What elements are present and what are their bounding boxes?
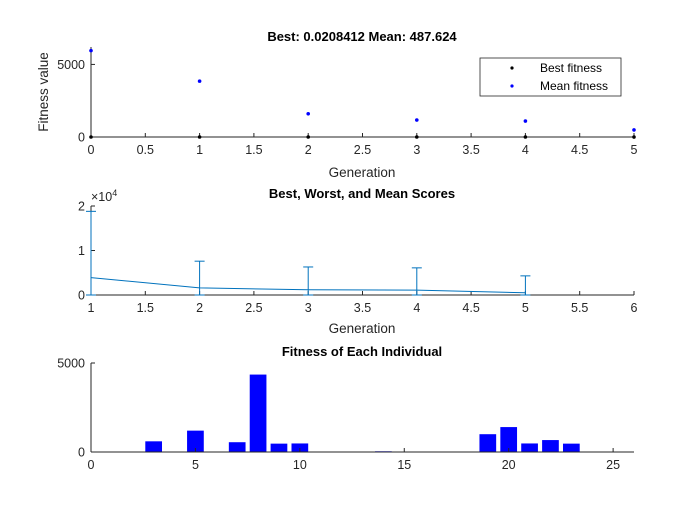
chart2-xtick-label: 4.5 [462, 301, 479, 315]
chart2-xtick-label: 5.5 [571, 301, 588, 315]
best-fitness-point [415, 135, 419, 139]
individual-fitness-bar [542, 440, 559, 452]
chart1-xtick-label: 3.5 [462, 143, 479, 157]
legend-label-best: Best fitness [540, 61, 602, 75]
chart1-xtick-label: 4.5 [571, 143, 588, 157]
chart1-ytick-label: 5000 [57, 58, 85, 72]
chart1-xtick-label: 0 [88, 143, 95, 157]
individual-fitness-bar [270, 443, 288, 452]
chart3-xtick-label: 25 [606, 458, 620, 472]
scores-chart: Best, Worst, and Mean Scores 1 1.5 2 2.5 3 3.… [78, 186, 637, 336]
chart3-xtick-label: 20 [502, 458, 516, 472]
mean-fitness-point [197, 79, 202, 83]
legend-box [479, 57, 622, 97]
best-fitness-point [197, 135, 202, 139]
chart1-xtick-label: 2 [305, 143, 312, 157]
individual-fitness-bar [228, 442, 246, 452]
chart1-ylabel: Fitness value [36, 52, 51, 132]
mean-fitness-point [523, 119, 528, 123]
best-fitness-point [523, 135, 528, 139]
mean-fitness-point [415, 118, 419, 122]
chart1-ticks: 0 0.5 1 1.5 2 2.5 3 3.5 4 4.5 5 0 5000 [57, 58, 637, 157]
chart2-xtick-label: 4 [413, 301, 420, 315]
individual-fitness-bar [562, 443, 580, 452]
chart1-xtick-label: 2.5 [354, 143, 371, 157]
mean-fitness-point [89, 48, 93, 53]
legend-label-mean: Mean fitness [540, 79, 608, 93]
best-fitness-point [306, 135, 311, 139]
chart2-xtick-label: 1.5 [137, 301, 154, 315]
chart3-ytick-label: 5000 [57, 357, 85, 371]
individual-fitness-bar [521, 443, 538, 452]
chart2-xtick-label: 1 [88, 301, 95, 315]
legend-marker-mean [510, 84, 514, 88]
chart1-xtick-label: 3 [413, 143, 420, 157]
chart1-xtick-label: 1 [196, 143, 203, 157]
chart2-marks [86, 210, 531, 296]
chart1-marks [89, 48, 636, 139]
chart1-title: Best: 0.0208412 Mean: 487.624 [267, 29, 457, 44]
chart2-xtick-label: 3.5 [354, 301, 371, 315]
chart1-xtick-label: 0.5 [137, 143, 154, 157]
chart3-ytick-label: 0 [78, 446, 85, 460]
mean-fitness-point [306, 111, 311, 116]
chart3-xtick-label: 10 [293, 458, 307, 472]
chart3-xtick-label: 15 [397, 458, 411, 472]
chart1-xtick-label: 4 [522, 143, 529, 157]
chart1-xlabel: Generation [329, 165, 396, 180]
chart1-legend: Best fitness Mean fitness [479, 57, 622, 97]
mean-fitness-point [632, 128, 636, 132]
legend-marker-best [510, 66, 514, 70]
chart2-xtick-label: 3 [305, 301, 312, 315]
chart2-exponent: ×104 [91, 188, 117, 204]
chart2-xlabel: Generation [329, 321, 396, 336]
fitness-value-chart: Best: 0.0208412 Mean: 487.624 0 0.5 1 1.5 2 2… [36, 29, 638, 180]
individual-fitness-bar [249, 374, 267, 452]
chart3-xtick-label: 0 [88, 458, 95, 472]
best-fitness-point [632, 135, 636, 139]
chart3-marks [145, 374, 580, 452]
chart2-xtick-label: 5 [522, 301, 529, 315]
individual-fitness-bar [500, 427, 518, 452]
individual-fitness-bar [187, 430, 204, 452]
individual-fitness-bar [479, 434, 497, 452]
chart2-ytick-label: 2 [78, 200, 85, 214]
best-fitness-point [89, 135, 93, 139]
chart3-ticks: 0 5 10 15 20 25 0 5000 [57, 357, 620, 473]
chart2-xtick-label: 6 [631, 301, 638, 315]
individual-fitness-chart: Fitness of Each Individual 0 5 10 15 20 25 0 50… [57, 344, 634, 472]
chart3-title: Fitness of Each Individual [282, 344, 442, 359]
chart2-ytick-label: 0 [78, 289, 85, 303]
chart1-xtick-label: 1.5 [245, 143, 262, 157]
individual-fitness-bar [145, 441, 163, 452]
chart2-xtick-label: 2.5 [245, 301, 262, 315]
chart3-xtick-label: 5 [192, 458, 199, 472]
chart1-xtick-label: 5 [631, 143, 638, 157]
chart2-ytick-label: 1 [78, 244, 85, 258]
chart2-title: Best, Worst, and Mean Scores [269, 186, 455, 201]
chart2-xtick-label: 2 [196, 301, 203, 315]
chart1-ytick-label: 0 [78, 131, 85, 145]
individual-fitness-bar [291, 443, 309, 452]
